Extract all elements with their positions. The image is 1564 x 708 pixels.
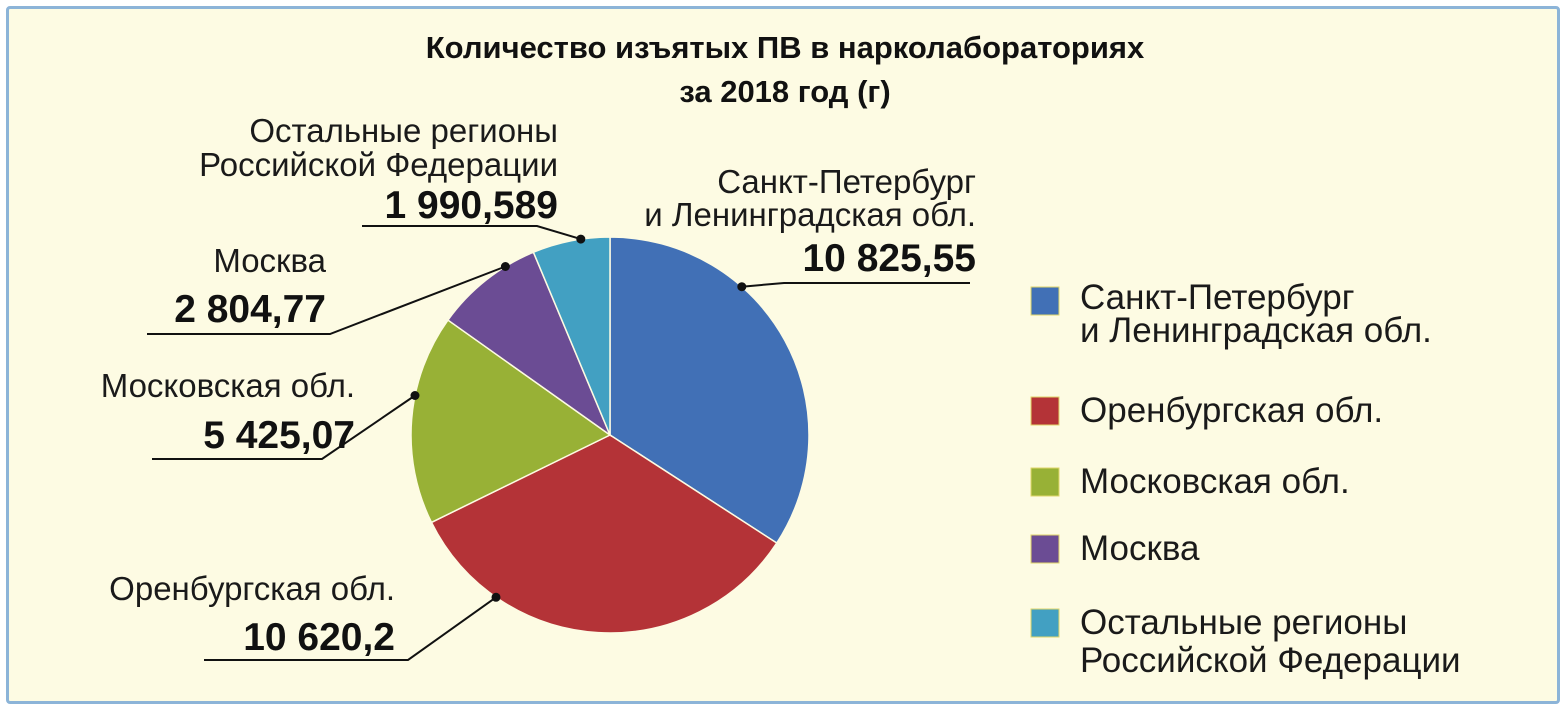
legend-item-4: Москва bbox=[1030, 529, 1200, 568]
legend-label: и Ленинградская обл. bbox=[1080, 311, 1432, 350]
slice-label-value: 5 425,07 bbox=[203, 414, 355, 457]
slice-label-name: и Ленинградская обл. bbox=[644, 196, 976, 233]
slice-label-name: Санкт-Петербург bbox=[717, 163, 976, 200]
leader-line bbox=[147, 265, 506, 335]
chart-title-line-2: за 2018 год (г) bbox=[679, 74, 890, 109]
legend-item-2: Оренбургская обл. bbox=[1030, 391, 1383, 430]
pie-slice-5 bbox=[532, 236, 611, 436]
slice-label-value: 1 990,589 bbox=[384, 184, 558, 227]
legend-label: Санкт-Петербург bbox=[1080, 278, 1355, 317]
legend-label: Москва bbox=[1080, 529, 1200, 568]
legend-label: Московская обл. bbox=[1080, 462, 1350, 501]
legend-swatch bbox=[1030, 534, 1060, 564]
pie-slice-4 bbox=[446, 251, 612, 438]
legend-swatch bbox=[1030, 396, 1060, 426]
slice-label-name: Остальные регионы bbox=[249, 112, 558, 149]
slice-label-value: 10 825,55 bbox=[802, 237, 976, 280]
legend-item-3: Московская обл. bbox=[1030, 462, 1350, 501]
legend-swatch bbox=[1030, 467, 1060, 497]
chart-title: Количество изъятых ПВ в нарколаборатория… bbox=[426, 30, 1145, 109]
legend-swatch bbox=[1030, 608, 1060, 638]
legend-label: Остальные регионы bbox=[1080, 603, 1407, 642]
leader-line bbox=[362, 225, 582, 241]
legend-label: Оренбургская обл. bbox=[1080, 391, 1383, 430]
slice-label-2: Оренбургская обл. 10 620,2 bbox=[109, 570, 501, 661]
slice-label-name: Москва bbox=[213, 242, 326, 279]
slice-label-name: Московская обл. bbox=[101, 367, 355, 404]
chart-title-line-1: Количество изъятых ПВ в нарколаборатория… bbox=[426, 30, 1145, 65]
slice-label-4: Москва 2 804,77 bbox=[147, 242, 510, 335]
slice-label-name: Оренбургская обл. bbox=[109, 570, 395, 607]
leader-line bbox=[204, 596, 497, 661]
legend-label: Российской Федерации bbox=[1080, 641, 1461, 680]
slice-label-value: 10 620,2 bbox=[243, 616, 395, 659]
slice-label-3: Московская обл. 5 425,07 bbox=[101, 367, 420, 460]
leader-line bbox=[741, 282, 970, 288]
slice-label-value: 2 804,77 bbox=[174, 288, 326, 331]
slice-label-name: Российской Федерации bbox=[199, 146, 558, 183]
pie-slice-3 bbox=[410, 319, 612, 524]
pie-slices bbox=[410, 236, 810, 634]
leader-line bbox=[152, 394, 416, 460]
legend-swatch bbox=[1030, 286, 1060, 316]
pie-slice-2 bbox=[430, 434, 778, 634]
